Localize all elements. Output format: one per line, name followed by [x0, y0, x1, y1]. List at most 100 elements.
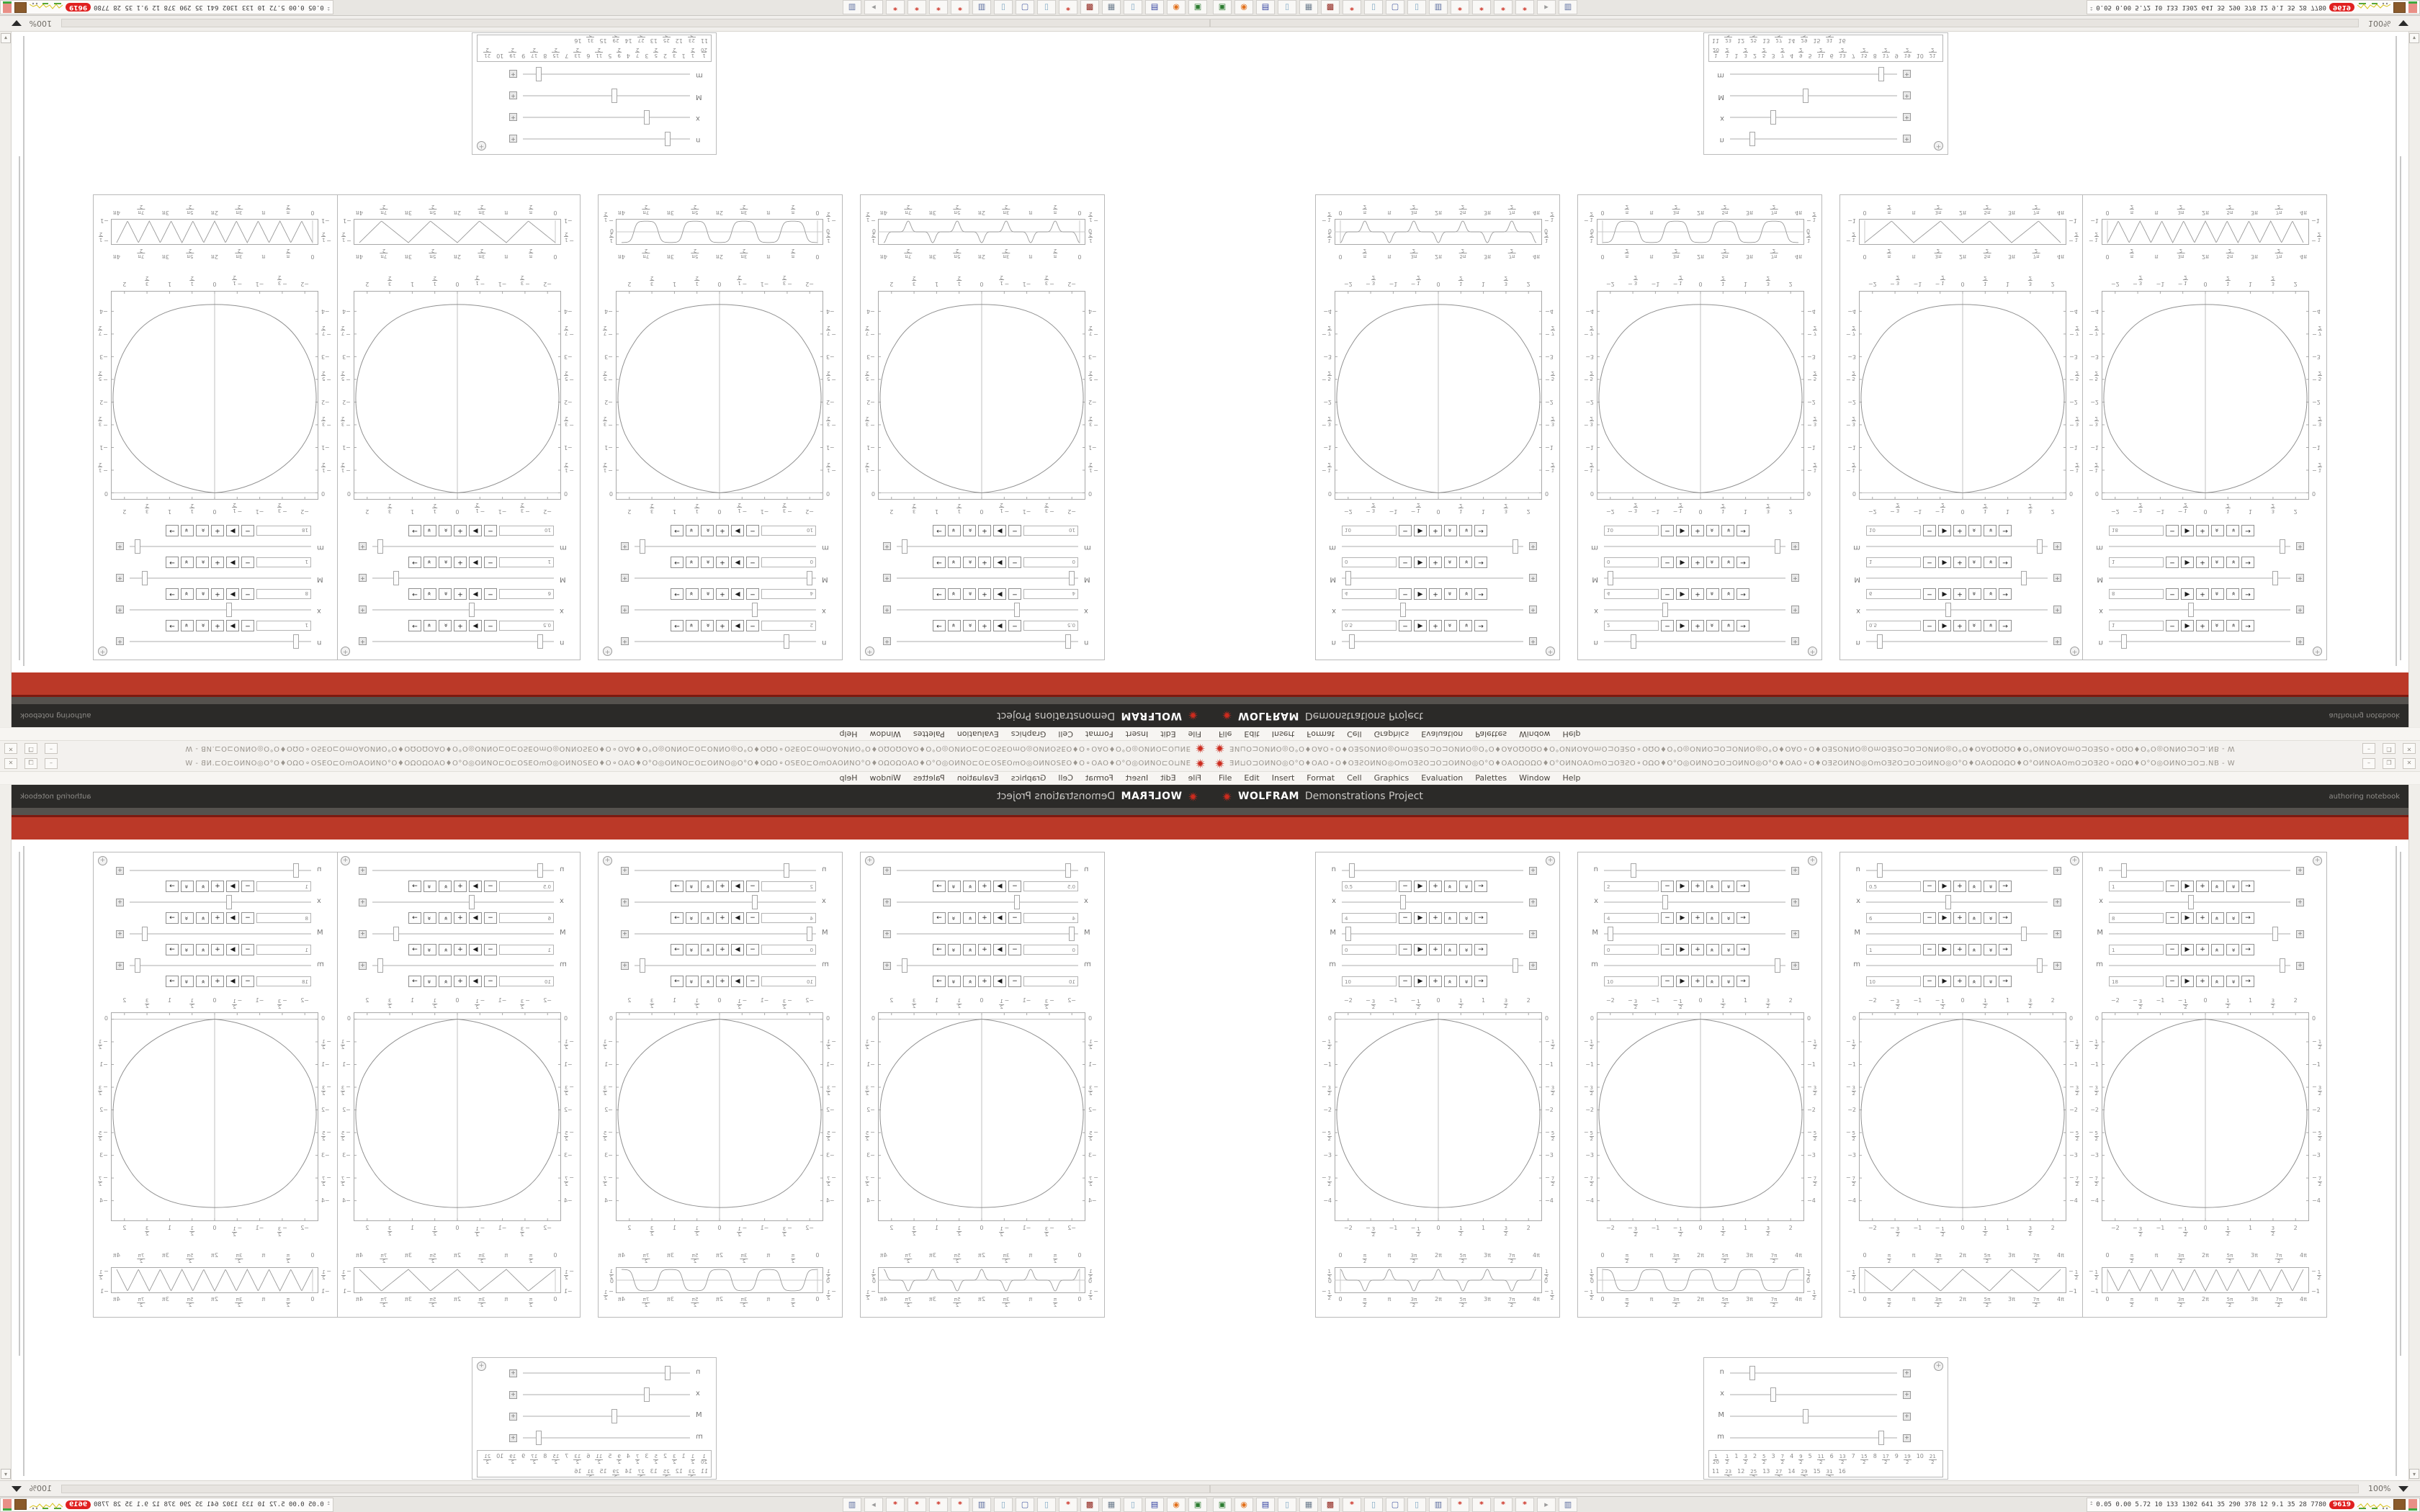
slower-button[interactable]: »: [948, 588, 961, 600]
slower-button[interactable]: »: [686, 881, 699, 892]
slider-thumb[interactable]: [1630, 634, 1636, 649]
faster-button[interactable]: »: [963, 912, 976, 924]
value-input[interactable]: 10: [499, 526, 554, 536]
step-plus-button[interactable]: +: [211, 525, 224, 536]
step-plus-button[interactable]: +: [2196, 976, 2209, 987]
play-button[interactable]: ▶: [993, 912, 1006, 924]
step-minus-button[interactable]: −: [1399, 912, 1412, 924]
step-plus-button[interactable]: +: [1429, 557, 1442, 568]
slower-button[interactable]: »: [1721, 912, 1734, 924]
restore-button[interactable]: ❐: [2383, 758, 2396, 769]
panel-options-icon[interactable]: +: [2313, 856, 2322, 865]
slower-button[interactable]: »: [2226, 588, 2239, 600]
faster-button[interactable]: »: [1444, 944, 1457, 955]
vertical-scrollbar[interactable]: [2408, 32, 2420, 727]
slider-track[interactable]: [1730, 89, 1897, 103]
direction-button[interactable]: →: [671, 557, 684, 568]
mathematica-spikey-icon[interactable]: *: [1343, 0, 1361, 15]
faster-button[interactable]: »: [1968, 912, 1981, 924]
menu-window[interactable]: Window: [869, 729, 901, 739]
slider-track[interactable]: [1604, 958, 1785, 973]
faster-button[interactable]: »: [2211, 620, 2224, 631]
value-input[interactable]: 4: [761, 913, 816, 923]
slider-track[interactable]: [1342, 863, 1523, 878]
slower-button[interactable]: »: [1459, 620, 1472, 631]
slider-menu-icon[interactable]: +: [883, 930, 891, 938]
direction-button[interactable]: →: [166, 557, 179, 568]
value-input[interactable]: 1: [499, 557, 554, 567]
step-plus-button[interactable]: +: [2196, 557, 2209, 568]
slider-menu-icon[interactable]: +: [509, 1369, 517, 1377]
value-input[interactable]: 1: [1866, 557, 1921, 567]
horizontal-scrollbar[interactable]: [61, 1485, 1210, 1493]
slider-track[interactable]: [372, 927, 554, 941]
direction-button[interactable]: →: [1999, 557, 2012, 568]
slider-menu-icon[interactable]: +: [2296, 542, 2304, 550]
step-plus-button[interactable]: +: [716, 912, 729, 924]
direction-button[interactable]: →: [933, 588, 946, 600]
slider-menu-icon[interactable]: +: [2296, 899, 2304, 906]
faster-button[interactable]: »: [2211, 976, 2224, 987]
value-input[interactable]: 2: [761, 621, 816, 631]
faster-button[interactable]: »: [963, 588, 976, 600]
slower-button[interactable]: »: [2226, 976, 2239, 987]
mathematica-spikey-icon[interactable]: *: [1472, 0, 1491, 15]
faster-button[interactable]: »: [439, 944, 452, 955]
panel-options-icon[interactable]: +: [2070, 856, 2079, 865]
calculator-icon[interactable]: ▦: [1102, 0, 1121, 15]
step-minus-button[interactable]: −: [746, 620, 759, 631]
slider-thumb[interactable]: [1607, 927, 1613, 941]
step-plus-button[interactable]: +: [211, 912, 224, 924]
slider-track[interactable]: [1866, 958, 2048, 973]
step-plus-button[interactable]: +: [1691, 588, 1704, 600]
menu-window[interactable]: Window: [1519, 729, 1551, 739]
horizontal-scrollbar[interactable]: [1210, 1485, 2359, 1493]
slider-menu-icon[interactable]: +: [883, 637, 891, 645]
direction-button[interactable]: →: [933, 976, 946, 987]
slider-menu-icon[interactable]: +: [1903, 1369, 1911, 1377]
play-button[interactable]: ▶: [1938, 588, 1951, 600]
slider-thumb[interactable]: [1749, 132, 1755, 146]
slider-track[interactable]: [1866, 895, 2048, 909]
faster-button[interactable]: »: [1968, 881, 1981, 892]
calculator-icon[interactable]: ▦: [1102, 1497, 1121, 1512]
value-input[interactable]: 0.5: [499, 621, 554, 631]
slower-button[interactable]: »: [424, 944, 436, 955]
direction-button[interactable]: →: [2241, 912, 2254, 924]
slider-menu-icon[interactable]: +: [1791, 899, 1799, 906]
slider-menu-icon[interactable]: +: [621, 867, 629, 875]
slider-track[interactable]: [372, 958, 554, 973]
slider-menu-icon[interactable]: +: [116, 930, 124, 938]
slower-button[interactable]: »: [424, 557, 436, 568]
value-input[interactable]: 10: [1023, 976, 1078, 986]
slider-track[interactable]: [130, 539, 311, 554]
slider-track[interactable]: [2109, 895, 2290, 909]
slower-button[interactable]: »: [181, 525, 194, 536]
slider-track[interactable]: [130, 895, 311, 909]
slider-thumb[interactable]: [377, 958, 384, 973]
slower-button[interactable]: »: [1984, 525, 1996, 536]
direction-button[interactable]: →: [408, 976, 421, 987]
notepad-icon[interactable]: ▯: [1278, 1497, 1296, 1512]
slider-track[interactable]: [2109, 539, 2290, 554]
mathematica-spikey-icon[interactable]: *: [1451, 0, 1469, 15]
play-button[interactable]: ▶: [2181, 976, 2194, 987]
menu-evaluation[interactable]: Evaluation: [956, 729, 999, 739]
slider-menu-icon[interactable]: +: [621, 574, 629, 582]
slower-button[interactable]: »: [686, 976, 699, 987]
slider-menu-icon[interactable]: +: [359, 930, 367, 938]
mathematica-spikey-icon[interactable]: *: [1494, 0, 1512, 15]
slider-track[interactable]: [1730, 1409, 1897, 1423]
slider-menu-icon[interactable]: +: [116, 962, 124, 970]
play-button[interactable]: ▶: [226, 912, 239, 924]
value-input[interactable]: 6: [1866, 589, 1921, 599]
slower-button[interactable]: »: [1984, 944, 1996, 955]
faster-button[interactable]: »: [1444, 881, 1457, 892]
slider-track[interactable]: [523, 1409, 690, 1423]
slider-track[interactable]: [897, 539, 1078, 554]
play-button[interactable]: ▶: [2181, 557, 2194, 568]
slider-menu-icon[interactable]: +: [2053, 867, 2061, 875]
slider-thumb[interactable]: [1345, 571, 1351, 585]
slower-button[interactable]: »: [948, 525, 961, 536]
faster-button[interactable]: »: [1968, 525, 1981, 536]
